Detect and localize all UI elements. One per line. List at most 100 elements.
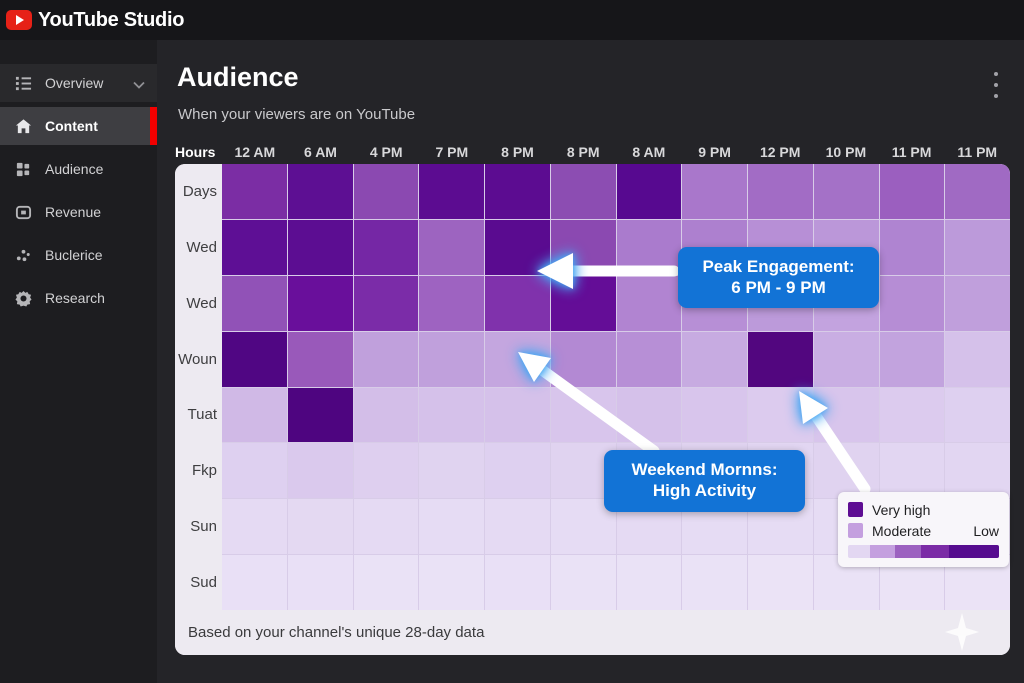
heatmap-cell xyxy=(550,387,616,443)
card-footer: Based on your channel's unique 28-day da… xyxy=(175,610,1010,655)
scatter-icon xyxy=(14,246,32,264)
youtube-play-icon xyxy=(6,10,32,30)
youtube-studio-logo[interactable]: YouTube Studio xyxy=(6,9,184,32)
sidebar-item-buclerice[interactable]: Buclerice xyxy=(0,236,157,274)
heatmap-cell xyxy=(879,164,945,219)
hour-tick-label: 12 PM xyxy=(759,144,801,160)
sidebar-item-revenue[interactable]: Revenue xyxy=(0,193,157,231)
day-tick-label: Wed xyxy=(186,239,217,257)
heatmap-cell xyxy=(616,219,682,275)
legend-scale-segment xyxy=(949,545,999,558)
heatmap-cell xyxy=(353,555,419,610)
heatmap-cell xyxy=(485,555,550,610)
heatmap-cell xyxy=(222,555,287,610)
hour-tick-label: 11 PM xyxy=(957,144,998,160)
heatmap-cell xyxy=(222,387,287,443)
heatmap-cell xyxy=(748,331,813,387)
legend-scale-segment xyxy=(848,545,870,558)
moderate-label: Moderate xyxy=(872,522,932,539)
heatmap-cell xyxy=(682,555,747,610)
heatmap-cell xyxy=(813,164,879,219)
sidebar-item-label: Audience xyxy=(45,161,104,177)
heatmap-cell xyxy=(353,219,419,275)
heatmap-cell xyxy=(222,331,287,387)
sidebar-item-research[interactable]: Research xyxy=(0,279,157,317)
legend-scale-bar xyxy=(848,545,999,558)
chevron-down-icon xyxy=(133,76,145,92)
heatmap-cell xyxy=(879,387,945,443)
grid-icon xyxy=(14,160,32,178)
heatmap-cell xyxy=(287,387,353,443)
heatmap-cell xyxy=(353,331,419,387)
page-subtitle: When your viewers are on YouTube xyxy=(178,106,416,123)
heatmap-cell xyxy=(287,331,353,387)
heatmap-cell xyxy=(550,275,616,331)
home-icon xyxy=(14,117,32,135)
sidebar-item-label: Revenue xyxy=(45,204,102,220)
heatmap-cell xyxy=(222,275,287,331)
very-high-swatch xyxy=(848,502,863,517)
list-icon xyxy=(14,74,32,92)
heatmap-cell xyxy=(550,164,616,219)
heatmap-cell xyxy=(222,443,287,499)
heatmap-cell xyxy=(748,164,813,219)
kebab-menu-icon[interactable] xyxy=(989,72,1003,98)
moderate-swatch xyxy=(848,523,863,538)
heatmap-cell xyxy=(485,331,550,387)
heatmap-cell xyxy=(748,387,813,443)
sidebar-nav: Overview Content Audience Revenue Buclerice R… xyxy=(0,40,157,683)
heatmap-cell xyxy=(287,499,353,555)
heatmap-cell xyxy=(550,331,616,387)
heatmap-cell xyxy=(485,275,550,331)
sidebar-item-audience[interactable]: Audience xyxy=(0,150,157,188)
hours-axis: Hours 12 AM 6 AM 4 PM 7 PM 8 PM 8 PM 8 AM 9 PM 1… xyxy=(175,141,1010,163)
top-bar: YouTube Studio xyxy=(0,0,1024,40)
heatmap-cell xyxy=(550,555,616,610)
hour-tick-label: 8 AM xyxy=(632,144,666,160)
brand-title: YouTube Studio xyxy=(38,8,185,31)
callout-weekend-mornings: Weekend Mornns: High Activity xyxy=(604,450,805,512)
day-tick-label: Sud xyxy=(190,573,217,591)
sidebar-item-content[interactable]: Content xyxy=(0,107,157,145)
sidebar-item-label: Buclerice xyxy=(45,247,103,263)
heatmap-cell xyxy=(419,219,484,275)
heatmap-cell xyxy=(287,219,353,275)
heatmap-cell xyxy=(287,275,353,331)
heatmap-cell xyxy=(419,499,484,555)
heatmap-cell xyxy=(550,219,616,275)
heatmap-cell xyxy=(879,331,945,387)
callout-peak-engagement: Peak Engagement: 6 PM - 9 PM xyxy=(678,247,879,308)
heatmap-cell xyxy=(353,443,419,499)
heatmap-cell xyxy=(485,387,550,443)
hour-tick-label: 8 PM xyxy=(501,144,534,160)
heatmap-cell xyxy=(813,387,879,443)
day-tick-label: Sun xyxy=(190,517,217,535)
hour-tick-label: 11 PM xyxy=(891,144,932,160)
heatmap-cell xyxy=(419,331,484,387)
active-indicator xyxy=(150,107,157,145)
heatmap-cell xyxy=(419,555,484,610)
low-label: Low xyxy=(973,522,999,539)
day-tick-label: Fkp xyxy=(191,462,217,480)
legend-scale-segment xyxy=(921,545,950,558)
heatmap-cell xyxy=(222,499,287,555)
heatmap-cell xyxy=(353,275,419,331)
sparkle-icon xyxy=(945,613,979,651)
day-tick-label: Days xyxy=(182,183,217,201)
day-tick-label: Woun xyxy=(178,350,217,368)
heatmap-cell xyxy=(550,499,616,555)
sidebar-item-label: Research xyxy=(45,290,105,306)
hour-tick-label: 7 PM xyxy=(435,144,469,160)
heatmap-cell xyxy=(287,164,353,219)
heatmap-cell xyxy=(353,387,419,443)
heatmap-cell xyxy=(222,219,287,275)
day-tick-label: Wed xyxy=(186,294,217,312)
heatmap-cell xyxy=(879,443,945,499)
heatmap-cell xyxy=(485,499,550,555)
heatmap-cell xyxy=(616,164,682,219)
hour-tick-label: 6 AM xyxy=(304,144,337,160)
sidebar-item-overview[interactable]: Overview xyxy=(0,64,157,102)
heatmap-legend: Very high Moderate Low xyxy=(838,492,1009,567)
heatmap-cell xyxy=(682,164,747,219)
heatmap-cell xyxy=(222,164,287,219)
